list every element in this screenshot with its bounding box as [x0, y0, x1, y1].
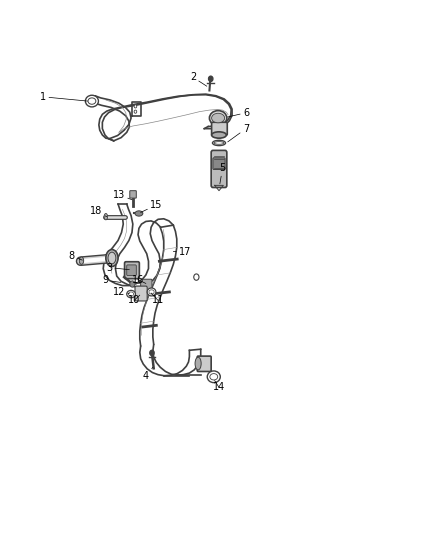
FancyBboxPatch shape [135, 286, 147, 301]
Circle shape [150, 350, 154, 356]
Ellipse shape [195, 357, 201, 370]
Circle shape [130, 281, 135, 287]
Ellipse shape [149, 290, 154, 294]
Text: 16: 16 [132, 274, 146, 285]
Text: 2: 2 [190, 72, 207, 86]
Ellipse shape [108, 252, 116, 264]
Ellipse shape [104, 214, 108, 220]
Text: 3: 3 [106, 263, 129, 272]
Text: 12: 12 [113, 287, 129, 297]
FancyBboxPatch shape [130, 191, 136, 198]
Text: 11: 11 [151, 293, 164, 305]
Ellipse shape [135, 211, 143, 216]
Circle shape [134, 110, 137, 114]
Text: 7: 7 [228, 124, 249, 142]
Text: 1: 1 [40, 92, 88, 102]
Ellipse shape [212, 114, 225, 123]
Ellipse shape [212, 132, 226, 138]
Text: 18: 18 [90, 206, 107, 216]
Text: 13: 13 [113, 190, 132, 200]
Text: 6: 6 [228, 108, 249, 118]
Circle shape [134, 105, 137, 108]
FancyBboxPatch shape [197, 356, 211, 372]
Text: 10: 10 [128, 295, 140, 305]
Ellipse shape [212, 140, 226, 146]
Ellipse shape [127, 290, 135, 298]
Ellipse shape [209, 111, 227, 125]
Ellipse shape [210, 374, 218, 380]
Ellipse shape [207, 371, 220, 383]
Text: 4: 4 [143, 367, 153, 381]
Text: 8: 8 [69, 251, 82, 261]
Circle shape [194, 274, 199, 280]
Ellipse shape [79, 257, 84, 264]
Text: 14: 14 [213, 381, 225, 392]
FancyBboxPatch shape [141, 279, 152, 291]
Text: 17: 17 [173, 247, 191, 257]
FancyBboxPatch shape [211, 150, 227, 188]
Text: 5: 5 [219, 164, 226, 184]
Ellipse shape [147, 288, 156, 296]
Ellipse shape [128, 292, 134, 296]
Ellipse shape [214, 142, 224, 144]
FancyBboxPatch shape [212, 122, 227, 135]
Circle shape [208, 76, 213, 82]
Ellipse shape [106, 249, 118, 266]
FancyBboxPatch shape [124, 262, 139, 279]
Text: 9: 9 [103, 275, 120, 285]
Text: 15: 15 [141, 200, 162, 213]
FancyBboxPatch shape [127, 265, 136, 276]
FancyBboxPatch shape [213, 158, 225, 169]
Ellipse shape [85, 95, 99, 107]
Ellipse shape [88, 98, 96, 104]
